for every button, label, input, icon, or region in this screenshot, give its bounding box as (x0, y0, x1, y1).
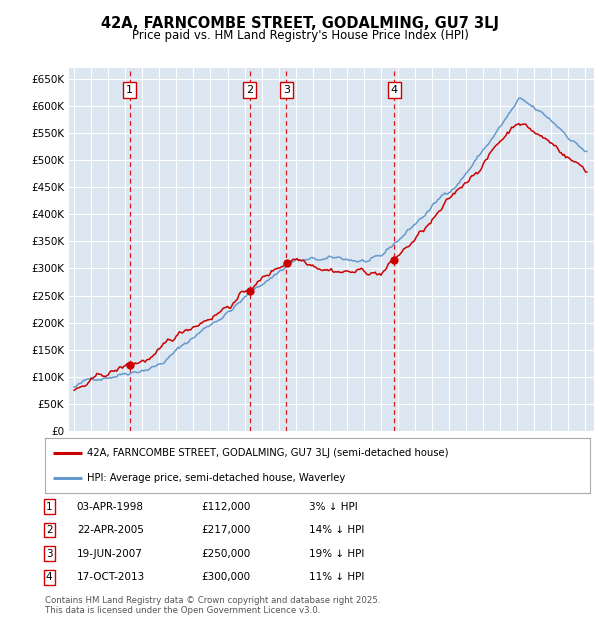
Text: £217,000: £217,000 (201, 525, 250, 535)
Text: 1: 1 (126, 85, 133, 95)
Text: 4: 4 (46, 572, 53, 582)
Text: 42A, FARNCOMBE STREET, GODALMING, GU7 3LJ: 42A, FARNCOMBE STREET, GODALMING, GU7 3L… (101, 16, 499, 31)
Text: 17-OCT-2013: 17-OCT-2013 (77, 572, 145, 582)
Text: £112,000: £112,000 (201, 502, 250, 512)
Text: 03-APR-1998: 03-APR-1998 (77, 502, 144, 512)
Text: HPI: Average price, semi-detached house, Waverley: HPI: Average price, semi-detached house,… (88, 473, 346, 483)
Text: Contains HM Land Registry data © Crown copyright and database right 2025.
This d: Contains HM Land Registry data © Crown c… (45, 596, 380, 615)
Text: 42A, FARNCOMBE STREET, GODALMING, GU7 3LJ (semi-detached house): 42A, FARNCOMBE STREET, GODALMING, GU7 3L… (88, 448, 449, 458)
Text: 19% ↓ HPI: 19% ↓ HPI (309, 549, 364, 559)
Text: 4: 4 (391, 85, 398, 95)
Text: 22-APR-2005: 22-APR-2005 (77, 525, 143, 535)
Text: £300,000: £300,000 (201, 572, 250, 582)
Text: 2: 2 (246, 85, 253, 95)
Text: 14% ↓ HPI: 14% ↓ HPI (309, 525, 364, 535)
Text: £250,000: £250,000 (201, 549, 250, 559)
Text: 11% ↓ HPI: 11% ↓ HPI (309, 572, 364, 582)
Text: 2: 2 (46, 525, 53, 535)
Text: 19-JUN-2007: 19-JUN-2007 (77, 549, 143, 559)
Text: Price paid vs. HM Land Registry's House Price Index (HPI): Price paid vs. HM Land Registry's House … (131, 29, 469, 42)
Text: 3: 3 (283, 85, 290, 95)
Text: 3: 3 (46, 549, 53, 559)
Text: 3% ↓ HPI: 3% ↓ HPI (309, 502, 358, 512)
Text: 1: 1 (46, 502, 53, 512)
